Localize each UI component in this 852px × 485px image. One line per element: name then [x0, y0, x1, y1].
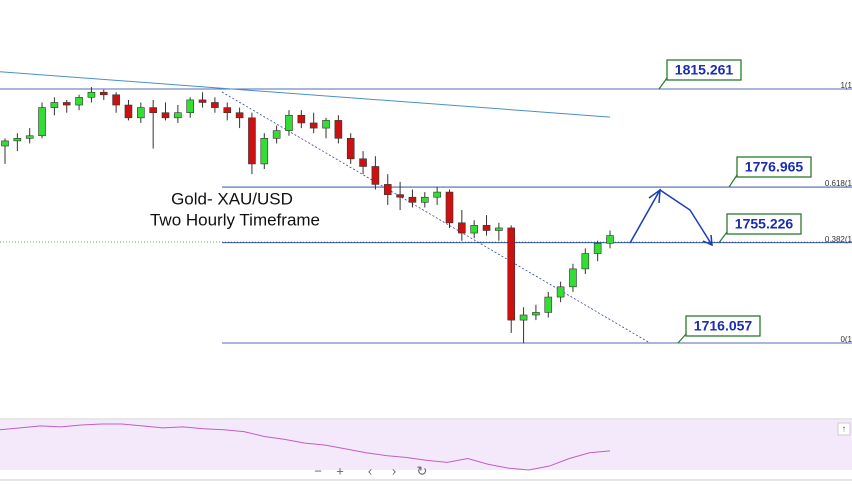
- candle-body: [211, 102, 219, 108]
- candle-body: [556, 286, 565, 298]
- rsi-line: [0, 423, 611, 471]
- candle-body: [235, 112, 244, 119]
- candle-body: [420, 196, 429, 203]
- candle-body: [1, 140, 9, 147]
- candle-body: [149, 107, 157, 114]
- candle-body: [593, 242, 602, 254]
- callout-value: 1815.261: [675, 62, 734, 78]
- candle-body: [606, 235, 614, 244]
- candle-body: [137, 107, 145, 119]
- candle-body: [495, 227, 503, 231]
- reset[interactable]: ↻: [417, 463, 428, 478]
- candle-body: [408, 196, 417, 203]
- candle-body: [50, 102, 59, 108]
- candle-body: [519, 314, 528, 321]
- projection-arrow: [629, 188, 713, 246]
- candle-body: [38, 107, 46, 137]
- callout-box: [736, 156, 812, 178]
- candle-body: [62, 102, 71, 106]
- fib-label: 0(1: [840, 335, 852, 344]
- candle-body: [174, 112, 182, 119]
- trend-line: [221, 91, 651, 344]
- candle-body: [470, 225, 478, 234]
- candle-body: [223, 107, 232, 114]
- candle-body: [359, 158, 367, 167]
- callout-value: 1755.226: [735, 216, 794, 232]
- candle-body: [383, 184, 392, 195]
- candle-body: [112, 94, 120, 106]
- callout-box: [666, 59, 742, 81]
- candle-body: [309, 122, 318, 129]
- callout-pointer: [677, 333, 687, 344]
- arrow-head: [648, 188, 661, 204]
- candle-body: [507, 227, 516, 321]
- candle-body: [544, 296, 553, 313]
- candle-body: [445, 191, 454, 224]
- candle-body: [198, 99, 207, 103]
- candle-body: [99, 91, 108, 96]
- candle-body: [581, 253, 590, 270]
- candle-body: [272, 130, 281, 139]
- scroll-left[interactable]: ‹: [368, 463, 372, 478]
- callout-pointer: [728, 174, 738, 188]
- candle-body: [346, 138, 355, 160]
- zoom-in[interactable]: +: [336, 463, 344, 478]
- callout-box: [685, 315, 761, 337]
- candle-body: [161, 112, 170, 119]
- toolbar[interactable]: − + ‹ › ↻: [314, 463, 427, 478]
- chart-subtitle: Two Hourly Timeframe: [150, 210, 320, 229]
- candle-body: [322, 120, 330, 129]
- candle-body: [285, 114, 293, 131]
- candle-body: [124, 104, 133, 119]
- candle-body: [371, 166, 380, 185]
- candle-body: [532, 312, 540, 316]
- callout-value: 1776.965: [745, 159, 804, 175]
- candle-body: [186, 99, 195, 114]
- callout-box: [726, 213, 802, 235]
- candle-body: [297, 114, 306, 124]
- candle-body: [248, 117, 256, 165]
- zoom-out[interactable]: −: [314, 463, 322, 478]
- candle-body: [334, 120, 343, 139]
- candle-body: [13, 138, 22, 142]
- moving-average: [0, 71, 611, 118]
- panel-button[interactable]: [837, 422, 851, 436]
- arrow-head: [702, 234, 713, 247]
- scroll-right[interactable]: ›: [392, 463, 396, 478]
- candle-body: [260, 138, 269, 165]
- candle-body: [482, 225, 491, 231]
- rsi-panel: [0, 420, 852, 470]
- candle-body: [25, 135, 34, 139]
- chart-title: Gold- XAU/USD: [171, 189, 293, 208]
- fib-label: 0.618(1: [825, 179, 852, 188]
- panel-button-icon[interactable]: ↑: [842, 423, 847, 433]
- fib-label: 0.382(1: [825, 235, 852, 244]
- candle-body: [396, 194, 404, 198]
- candle-body: [75, 97, 83, 106]
- fib-label: 1(1: [840, 81, 852, 90]
- candle-body: [87, 91, 96, 98]
- callout-pointer: [658, 77, 668, 90]
- candle-body: [433, 191, 441, 198]
- callout-value: 1716.057: [694, 318, 753, 334]
- candle-body: [569, 268, 577, 288]
- candle-body: [458, 222, 466, 234]
- callout-pointer: [718, 231, 728, 244]
